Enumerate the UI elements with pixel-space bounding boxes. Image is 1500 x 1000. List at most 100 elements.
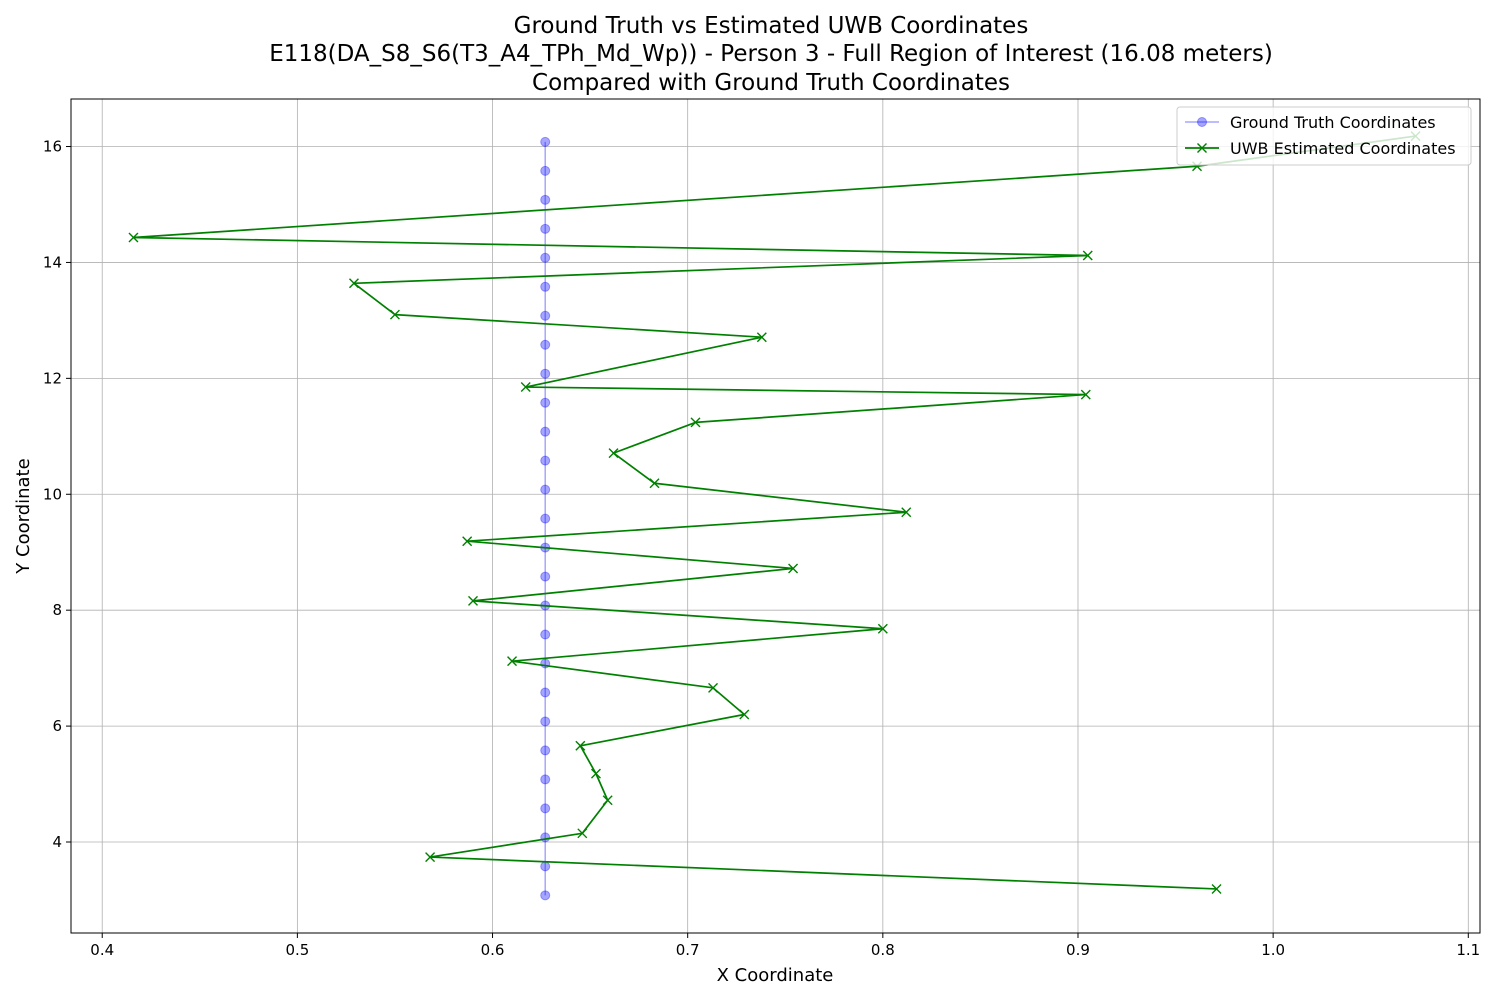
uwb-estimated-point [1211, 883, 1222, 894]
y-tick-label: 14 [43, 253, 62, 271]
ground-truth-point [540, 455, 551, 466]
uwb-estimated-point [756, 332, 767, 343]
uwb-estimated-point-stroke-b [425, 852, 436, 863]
uwb-estimated-point-stroke-b [575, 740, 586, 751]
x-tick-label: 1.0 [1261, 941, 1285, 959]
y-tick-label: 8 [52, 601, 62, 619]
y-tick-label: 6 [52, 717, 62, 735]
ground-truth-point [540, 832, 551, 843]
uwb-estimated-point [1080, 389, 1091, 400]
uwb-estimated-point-stroke-b [577, 828, 588, 839]
legend-uwb-marker-stroke-b [1197, 143, 1207, 153]
uwb-estimated-point [389, 309, 400, 320]
ground-truth-point [540, 252, 551, 263]
uwb-estimated-point [690, 417, 701, 428]
ground-truth-point [540, 629, 551, 640]
x-tick-label: 0.5 [285, 941, 309, 959]
ground-truth-point [540, 368, 551, 379]
uwb-estimated-point [507, 656, 518, 667]
x-axis-label: X Coordinate [717, 965, 834, 986]
uwb-estimated-point [608, 448, 619, 459]
ground-truth-point [540, 803, 551, 814]
uwb-estimated-point [877, 623, 888, 634]
ground-truth-point [540, 165, 551, 176]
uwb-estimated-point-stroke-b [708, 682, 719, 693]
uwb-estimated-point [708, 682, 719, 693]
uwb-estimated-point-stroke-b [756, 332, 767, 343]
grid [71, 99, 1480, 933]
uwb-estimated-point [739, 709, 750, 720]
uwb-estimated-point [602, 795, 613, 806]
uwb-estimated-point-stroke-b [520, 382, 531, 393]
ground-truth-point [540, 745, 551, 756]
uwb-estimated-point [468, 595, 479, 606]
legend-ground-truth-marker [1197, 117, 1207, 127]
uwb-estimated-point-stroke-b [389, 309, 400, 320]
uwb-estimated-point [649, 478, 660, 489]
x-tick-label: 0.4 [90, 941, 114, 959]
y-tick-label: 4 [52, 833, 62, 851]
ground-truth-point [540, 513, 551, 524]
uwb-estimated-point [577, 828, 588, 839]
uwb-estimated-point [575, 740, 586, 751]
ground-truth-point [540, 687, 551, 698]
y-tick-label: 16 [43, 138, 62, 156]
ground-truth-point [540, 136, 551, 147]
uwb-estimated-point [128, 232, 139, 243]
x-tick-label: 0.7 [676, 941, 700, 959]
ground-truth-point [540, 281, 551, 292]
uwb-estimated-point-stroke-b [649, 478, 660, 489]
series-layer [128, 131, 1421, 901]
x-tick-label: 0.6 [481, 941, 505, 959]
ground-truth-point [540, 339, 551, 350]
chart-title-line-1: Ground Truth vs Estimated UWB Coordinate… [514, 13, 1029, 39]
ground-truth-point [540, 223, 551, 234]
uwb-estimated-point-stroke-b [507, 656, 518, 667]
uwb-estimated-point-stroke-b [608, 448, 619, 459]
ground-truth-point [540, 397, 551, 408]
ground-truth-point [540, 774, 551, 785]
uwb-estimated-point-stroke-b [901, 507, 912, 518]
legend-box [1176, 106, 1472, 166]
x-tick-label: 1.1 [1456, 941, 1480, 959]
plot-frame [70, 98, 1481, 934]
y-tick-label: 12 [43, 369, 62, 387]
uwb-estimated-point [901, 507, 912, 518]
uwb-estimated-line [132, 135, 1416, 890]
x-tick-label: 0.8 [871, 941, 895, 959]
x-tick-label: 0.9 [1066, 941, 1090, 959]
uwb-estimated-point-stroke-b [788, 563, 799, 574]
uwb-estimated-point-stroke-b [462, 536, 473, 547]
y-tick-label: 10 [43, 485, 62, 503]
chart-title-line-3: Compared with Ground Truth Coordinates [532, 70, 1010, 96]
uwb-estimated-point [590, 768, 601, 779]
uwb-estimated-point [788, 563, 799, 574]
legend-ground-truth-label: Ground Truth Coordinates [1230, 113, 1436, 132]
ground-truth-point [540, 310, 551, 321]
uwb-estimated-point-stroke-b [690, 417, 701, 428]
ground-truth-point [540, 194, 551, 205]
uwb-estimated-point-stroke-b [739, 709, 750, 720]
uwb-estimated-point-stroke-b [128, 232, 139, 243]
legend-uwb-marker [1197, 143, 1207, 153]
uwb-estimated-point-stroke-b [1082, 250, 1093, 261]
ticks: 0.4 0.5 0.6 0.7 0.8 0.9 1.0 1.1 4 6 8 10 12 14 16 [43, 138, 1480, 959]
uwb-estimated-point [462, 536, 473, 547]
uwb-estimated-point [520, 382, 531, 393]
y-axis-label: Y Coordinate [13, 458, 34, 574]
uwb-estimated-point-stroke-b [468, 595, 479, 606]
ground-truth-point [540, 571, 551, 582]
ground-truth-point [540, 716, 551, 727]
chart-title-line-2: E118(DA_S8_S6(T3_A4_TPh_Md_Wp)) - Person… [269, 41, 1273, 67]
uwb-estimated-point-stroke-b [1211, 883, 1222, 894]
uwb-estimated-point [1082, 250, 1093, 261]
uwb-estimated-point [348, 278, 359, 289]
ground-truth-point [540, 426, 551, 437]
legend: Ground Truth Coordinates UWB Estimated Co… [1176, 106, 1472, 166]
uwb-estimated-point [425, 852, 436, 863]
legend-uwb-label: UWB Estimated Coordinates [1230, 139, 1456, 158]
uwb-estimated-point-stroke-b [877, 623, 888, 634]
uwb-estimated-point-stroke-b [348, 278, 359, 289]
uwb-estimated-point-stroke-b [590, 768, 601, 779]
